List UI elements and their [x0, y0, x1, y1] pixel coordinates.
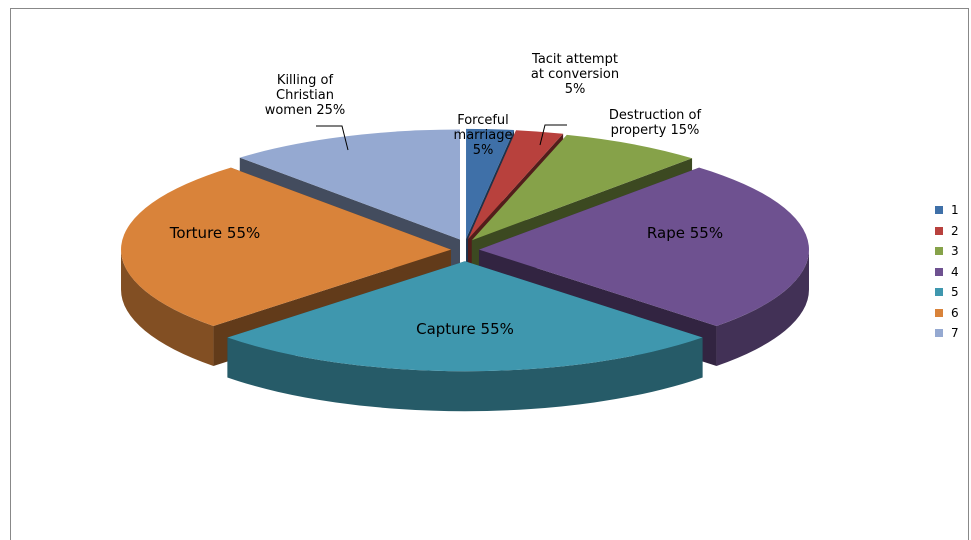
legend-label: 6 [951, 305, 959, 320]
data-label: Tacit attempt at conversion 5% [530, 52, 620, 97]
legend-swatch [935, 247, 943, 255]
legend-label: 2 [951, 223, 959, 238]
slice-side [227, 337, 703, 412]
legend-entry: 2 [935, 224, 959, 238]
legend-swatch [935, 226, 943, 235]
leader-line [539, 124, 567, 146]
label-name: Destruction of property [608, 108, 702, 138]
label-value: 5% [472, 143, 494, 158]
label-name: Capture [416, 320, 476, 338]
legend-entry: 3 [935, 244, 959, 258]
legend-entry: 1 [935, 203, 959, 217]
frame [10, 8, 969, 540]
data-label: Torture 55% [135, 226, 295, 241]
label-value: 55% [480, 320, 514, 338]
legend-label: 5 [951, 285, 959, 299]
label-value: 55% [689, 224, 724, 242]
slice [478, 167, 809, 326]
legend-label: 3 [951, 244, 959, 258]
legend-swatch [935, 206, 943, 214]
slice [468, 130, 564, 240]
data-label: Rape 55% [605, 226, 765, 241]
label-name: Killing of Christian women [264, 73, 334, 118]
legend-label: 1 [951, 203, 959, 217]
legend-swatch [935, 288, 943, 296]
label-name: Rape [646, 224, 685, 242]
slice-side [121, 249, 214, 366]
legend-swatch [935, 267, 943, 276]
data-label: Capture 55% [385, 322, 545, 337]
legend-entry: 7 [935, 326, 959, 340]
slice [466, 128, 515, 239]
label-value: 55% [226, 224, 261, 242]
label-name: Forceful marriage [453, 113, 513, 143]
slice [227, 261, 703, 372]
slice [471, 134, 693, 241]
legend-swatch [935, 329, 943, 337]
slice-side [716, 249, 809, 366]
pie [121, 128, 809, 412]
label-value: 15% [670, 123, 700, 138]
legend-entry: 6 [935, 306, 959, 320]
label-name: Torture [169, 224, 223, 242]
legend-entry: 4 [935, 265, 959, 279]
data-label: Killing of Christian women 25% [255, 73, 355, 118]
slice [239, 129, 460, 240]
data-label: Destruction of property 15% [590, 108, 720, 138]
legend-swatch [935, 308, 943, 317]
label-name: Tacit attempt at conversion [530, 52, 620, 82]
legend-label: 4 [951, 264, 959, 279]
label-value: 5% [564, 82, 586, 97]
data-label: Forceful marriage 5% [443, 113, 523, 158]
legend-label: 7 [951, 326, 959, 340]
slice [121, 167, 452, 326]
legend-entry: 5 [935, 285, 959, 299]
leader-line [316, 125, 349, 151]
label-value: 25% [316, 103, 346, 118]
